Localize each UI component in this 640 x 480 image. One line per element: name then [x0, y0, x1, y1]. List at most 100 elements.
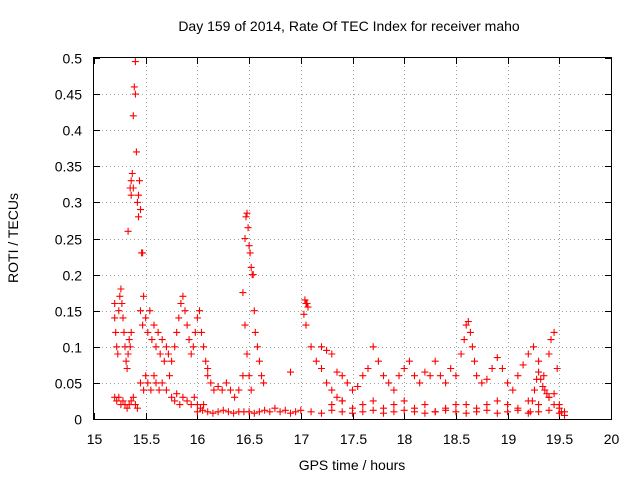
data-point [173, 328, 181, 336]
data-point [478, 379, 486, 387]
data-point [140, 292, 148, 300]
y-tick-label: 0.2 [63, 268, 83, 284]
data-point [390, 408, 398, 416]
data-point [124, 350, 132, 358]
data-point [137, 379, 144, 387]
data-point [550, 401, 558, 409]
data-point [359, 408, 367, 416]
data-point [245, 408, 253, 416]
data-point [200, 343, 208, 351]
data-point [140, 386, 148, 394]
data-point [359, 401, 367, 409]
data-point [364, 365, 372, 372]
data-points [111, 58, 568, 419]
data-point [266, 408, 274, 416]
x-tick-label: 20 [604, 431, 620, 447]
data-point [318, 365, 325, 372]
data-point [333, 368, 341, 376]
data-point [359, 372, 367, 380]
y-tick-label: 0.45 [55, 87, 82, 103]
data-point [260, 379, 268, 387]
data-point [250, 307, 258, 315]
data-point [207, 379, 215, 387]
data-point [535, 401, 543, 409]
data-point [302, 321, 310, 329]
data-point [173, 390, 181, 398]
data-point [242, 213, 250, 221]
data-point [116, 292, 124, 300]
axis-ticks: 15 15.5 16 16.5 17 17.5 18 18.5 19 19.5 20 0 0.05 0.1… [55, 51, 620, 448]
data-point [128, 170, 136, 177]
data-point [457, 350, 465, 358]
data-point [114, 350, 122, 358]
data-point [147, 386, 155, 394]
data-point [421, 368, 429, 376]
data-point [113, 343, 121, 351]
data-point [442, 379, 450, 387]
data-point [276, 408, 284, 416]
data-point [204, 372, 212, 380]
data-point [222, 379, 230, 387]
data-point [323, 346, 331, 354]
data-point [115, 307, 123, 315]
data-point [247, 386, 255, 394]
data-point [287, 368, 294, 376]
data-point [135, 213, 142, 221]
data-point [117, 285, 125, 293]
data-point [452, 372, 460, 380]
data-point [123, 365, 131, 372]
data-point [411, 372, 418, 380]
data-point [297, 406, 305, 414]
data-point [187, 401, 195, 409]
data-point [421, 409, 429, 417]
data-point [537, 375, 545, 383]
data-point [162, 343, 170, 351]
data-point [235, 386, 243, 394]
data-point [176, 401, 184, 409]
data-point [405, 357, 413, 365]
data-point [304, 303, 312, 311]
data-point [307, 408, 315, 416]
data-point [400, 397, 408, 405]
data-point [349, 386, 356, 394]
data-point [483, 375, 491, 383]
y-tick-label: 0 [74, 412, 82, 428]
data-point [498, 365, 506, 372]
data-point [125, 336, 133, 344]
data-point [540, 372, 548, 380]
data-point [395, 372, 403, 380]
data-point [255, 357, 263, 365]
data-point [524, 350, 532, 358]
x-tick-label: 18.5 [443, 431, 470, 447]
data-point [175, 314, 183, 322]
data-point [292, 408, 300, 416]
data-point [129, 184, 137, 192]
data-point [338, 397, 346, 405]
data-point [139, 321, 147, 329]
data-point [115, 393, 123, 401]
data-point [162, 386, 170, 394]
data-point [246, 249, 254, 257]
plot-frame [93, 57, 612, 420]
data-point [111, 314, 119, 322]
y-tick-label: 0.4 [63, 123, 83, 139]
data-point [545, 393, 553, 401]
data-point [312, 357, 320, 365]
data-point [177, 300, 185, 307]
data-point [135, 191, 142, 199]
data-point [318, 409, 325, 417]
data-point [125, 401, 133, 409]
data-point [119, 314, 127, 322]
data-point [471, 357, 478, 365]
data-point [369, 343, 377, 351]
data-point [131, 58, 139, 66]
data-point [333, 393, 341, 401]
data-point [452, 408, 460, 416]
data-point [442, 406, 450, 414]
data-point [227, 386, 234, 394]
data-point [483, 406, 491, 414]
data-point [133, 404, 141, 412]
data-point [385, 379, 393, 387]
data-point [504, 401, 512, 409]
y-tick-label: 0.5 [63, 51, 83, 67]
